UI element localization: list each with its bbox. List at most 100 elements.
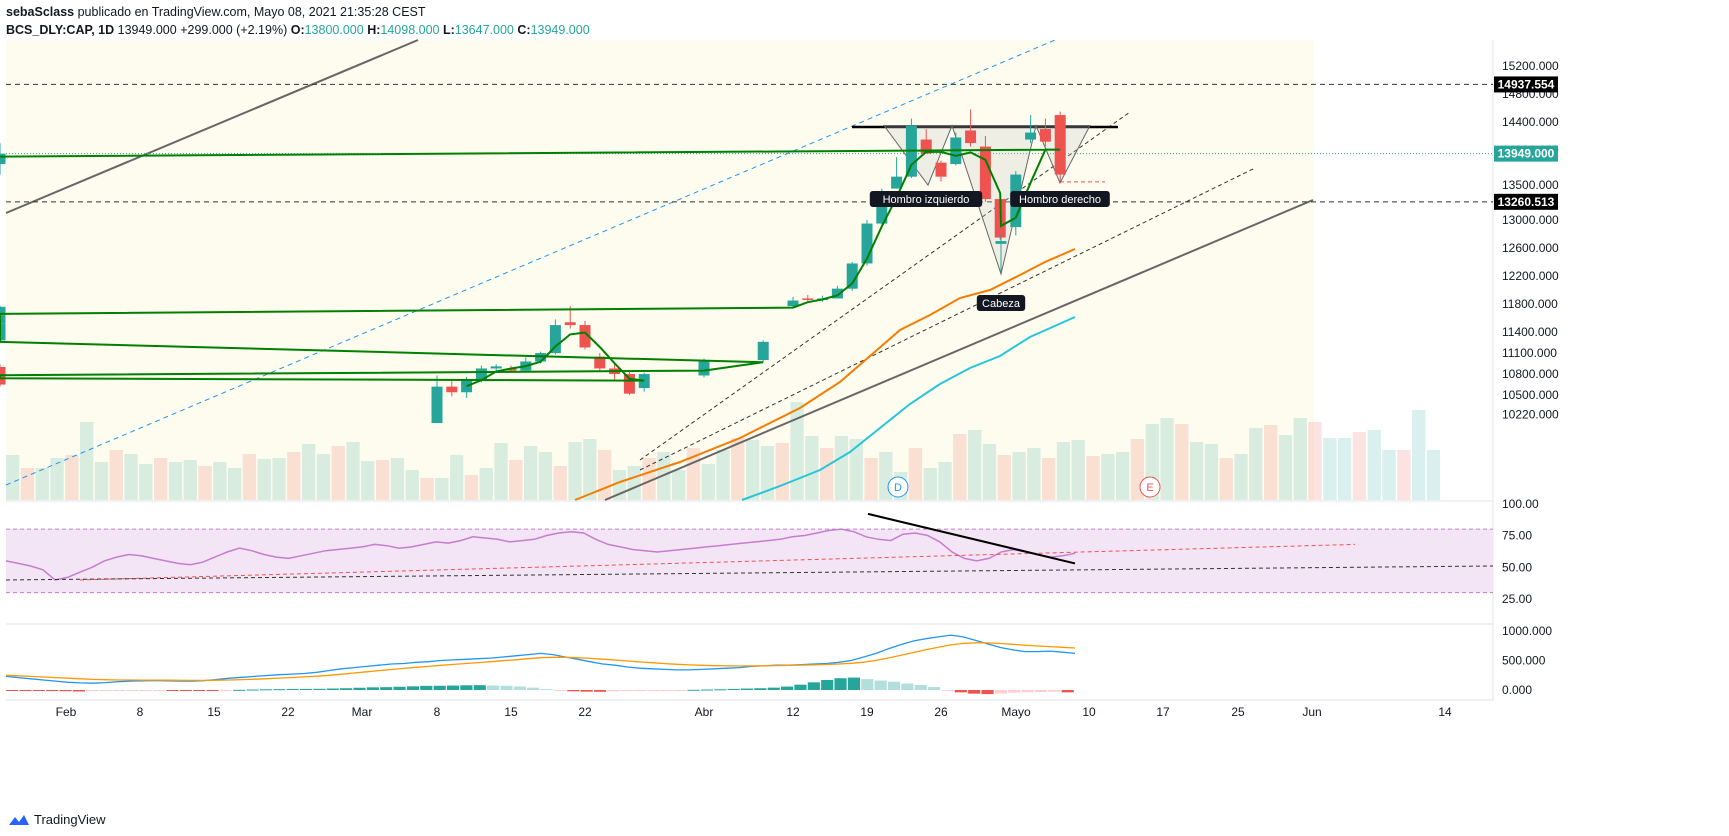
macd-histogram-bar xyxy=(353,687,366,690)
macd-histogram-bar xyxy=(553,690,567,691)
macd-histogram-bar xyxy=(674,690,687,691)
annotation-left-shoulder: Hombro izquierdo xyxy=(883,194,970,206)
candle xyxy=(979,146,991,200)
macd-histogram-bar xyxy=(794,684,807,690)
volume-bar xyxy=(302,444,316,500)
volume-bar xyxy=(1382,450,1396,500)
macd-histogram-bar xyxy=(767,687,780,690)
macd-histogram-bar xyxy=(366,687,379,690)
volume-bar xyxy=(1264,425,1278,500)
candle xyxy=(0,306,6,316)
macd-histogram-bar xyxy=(99,690,112,691)
macd-histogram-bar xyxy=(660,690,673,691)
macd-histogram-bar xyxy=(420,685,433,690)
volume-bar xyxy=(1308,422,1322,500)
macd-histogram-bar xyxy=(340,688,353,690)
annotation-head-bg xyxy=(976,295,1026,311)
channel-upper-line xyxy=(5,39,419,214)
macd-histogram-bar xyxy=(981,690,994,695)
rsi-tick-label: 50.00 xyxy=(1502,560,1532,574)
macd-histogram-bar xyxy=(166,690,179,691)
time-tick-label: 22 xyxy=(281,705,295,719)
event-marker-e-label: E xyxy=(1146,482,1153,494)
time-tick-label: Mar xyxy=(352,705,373,719)
volume-bar xyxy=(213,462,227,500)
open-value: 13800.000 xyxy=(304,23,364,37)
volume-bar xyxy=(568,442,582,500)
volume-bar xyxy=(6,455,20,500)
candle xyxy=(0,319,6,324)
moving-average-mid xyxy=(574,248,1076,501)
macd-histogram-bar xyxy=(1021,690,1034,693)
macd-histogram-bar xyxy=(954,690,967,693)
time-tick-label: 14 xyxy=(1438,705,1452,719)
candle xyxy=(698,360,710,376)
candle xyxy=(431,386,443,424)
tradingview-footer[interactable]: TradingView xyxy=(8,812,106,827)
macd-histogram-bar xyxy=(847,677,860,690)
time-tick-label: 26 xyxy=(934,705,948,719)
macd-histogram-bar xyxy=(527,687,540,690)
time-tick-label: Abr xyxy=(695,705,714,719)
macd-histogram-bar xyxy=(834,678,847,690)
annotation-right-shoulder: Hombro derecho xyxy=(1019,194,1101,206)
volume-bar xyxy=(1367,430,1381,500)
candle xyxy=(490,366,502,369)
candle xyxy=(1025,132,1037,140)
time-tick-label: 19 xyxy=(860,705,874,719)
macd-histogram-bar xyxy=(72,690,85,692)
volume-bar xyxy=(109,450,123,500)
volume-bar xyxy=(168,462,183,500)
macd-histogram-bar xyxy=(1061,690,1074,693)
candle xyxy=(757,341,769,361)
price-tag xyxy=(1494,76,1558,93)
event-marker-d xyxy=(887,476,909,498)
candle xyxy=(920,139,932,154)
macd-histogram-bar xyxy=(821,679,834,690)
macd-histogram-bar xyxy=(273,689,286,691)
volume-bar xyxy=(1012,452,1026,500)
low-label: L: xyxy=(442,23,455,37)
time-tick-label: 12 xyxy=(786,705,800,719)
macd-histogram-bar xyxy=(299,688,313,690)
candle xyxy=(1039,129,1051,142)
high-label: H: xyxy=(367,23,381,37)
macd-tick-label: 0.000 xyxy=(1502,683,1532,697)
time-tick-label: 15 xyxy=(207,705,221,719)
volume-bar xyxy=(376,460,390,500)
macd-histogram-bar xyxy=(6,690,19,691)
macd-histogram-bar xyxy=(460,685,473,690)
volume-bar xyxy=(731,438,745,500)
macd-histogram-bar xyxy=(540,689,553,691)
chart-header: sebaSclass publicado en TradingView.com,… xyxy=(6,4,590,38)
macd-histogram-bar xyxy=(219,690,232,691)
volume-bar xyxy=(938,462,952,500)
volume-bar xyxy=(361,461,375,500)
macd-histogram-bar xyxy=(1034,690,1048,693)
macd-histogram-bar xyxy=(727,688,740,690)
volume-bar xyxy=(94,462,109,500)
volume-bar xyxy=(509,460,523,500)
price-tick-label: 13500.000 xyxy=(1502,178,1559,192)
volume-bar xyxy=(672,470,686,500)
macd-histogram-bar xyxy=(887,681,901,690)
price-tick-label: 13000.000 xyxy=(1502,213,1559,227)
macd-histogram-bar xyxy=(446,685,460,690)
price-tick-label: 14400.000 xyxy=(1502,115,1559,129)
event-marker-e xyxy=(1139,476,1161,498)
candle xyxy=(0,315,6,321)
macd-histogram-bar xyxy=(286,689,299,691)
volume-bar xyxy=(642,458,656,500)
price-tick-label: 11100.000 xyxy=(1502,346,1557,360)
volume-bar xyxy=(716,450,730,500)
open-label: O: xyxy=(290,23,305,37)
candle xyxy=(475,368,487,380)
volume-bar xyxy=(1338,438,1352,500)
volume-bar xyxy=(1426,450,1441,500)
candle xyxy=(446,386,458,393)
volume-bar xyxy=(1086,456,1100,500)
price-tick-label: 11400.000 xyxy=(1502,325,1558,339)
time-tick-label: 25 xyxy=(1231,705,1245,719)
close-label: C: xyxy=(517,23,531,37)
